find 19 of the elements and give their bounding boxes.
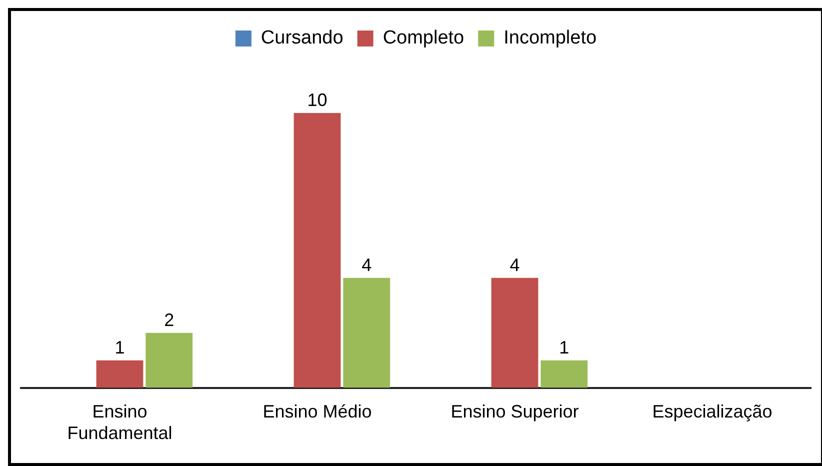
bar bbox=[294, 112, 341, 388]
data-label: 4 bbox=[362, 254, 372, 275]
bar bbox=[146, 332, 193, 388]
x-tick-label: Especialização bbox=[652, 402, 772, 422]
legend-label: Incompleto bbox=[504, 28, 597, 49]
bar bbox=[343, 278, 390, 388]
data-label: 1 bbox=[114, 337, 125, 358]
x-tick-label: Ensino Superior bbox=[450, 402, 579, 422]
x-tick-label: Ensino Médio bbox=[262, 402, 372, 422]
x-tick-label: Ensino Fundamental bbox=[67, 402, 172, 444]
legend-label: Completo bbox=[382, 28, 464, 49]
bar bbox=[491, 278, 538, 388]
legend-label: Cursando bbox=[260, 28, 344, 49]
data-label: 1 bbox=[559, 337, 570, 358]
data-label: 4 bbox=[510, 254, 520, 275]
bar bbox=[540, 360, 588, 388]
bar bbox=[96, 360, 144, 388]
data-label: 2 bbox=[164, 310, 174, 330]
data-label: 10 bbox=[307, 90, 328, 110]
